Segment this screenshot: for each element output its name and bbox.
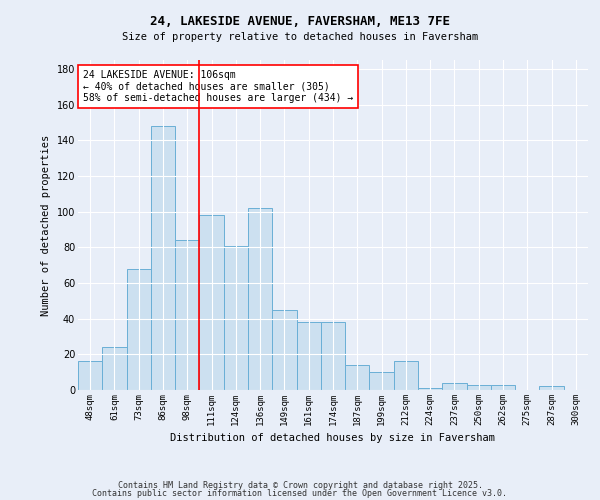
Bar <box>151 126 175 390</box>
Bar <box>127 268 151 390</box>
Bar <box>102 347 127 390</box>
Bar <box>539 386 564 390</box>
Bar <box>272 310 296 390</box>
Bar <box>467 384 491 390</box>
Bar <box>78 362 102 390</box>
Bar <box>370 372 394 390</box>
Bar <box>394 362 418 390</box>
Bar <box>345 365 370 390</box>
Bar <box>418 388 442 390</box>
Bar <box>199 215 224 390</box>
Text: Contains public sector information licensed under the Open Government Licence v3: Contains public sector information licen… <box>92 488 508 498</box>
Bar <box>442 383 467 390</box>
Bar <box>491 384 515 390</box>
Bar <box>248 208 272 390</box>
Text: Size of property relative to detached houses in Faversham: Size of property relative to detached ho… <box>122 32 478 42</box>
Bar <box>321 322 345 390</box>
Bar <box>175 240 199 390</box>
Text: 24, LAKESIDE AVENUE, FAVERSHAM, ME13 7FE: 24, LAKESIDE AVENUE, FAVERSHAM, ME13 7FE <box>150 15 450 28</box>
Text: Contains HM Land Registry data © Crown copyright and database right 2025.: Contains HM Land Registry data © Crown c… <box>118 481 482 490</box>
X-axis label: Distribution of detached houses by size in Faversham: Distribution of detached houses by size … <box>170 434 496 444</box>
Text: 24 LAKESIDE AVENUE: 106sqm
← 40% of detached houses are smaller (305)
58% of sem: 24 LAKESIDE AVENUE: 106sqm ← 40% of deta… <box>83 70 353 103</box>
Y-axis label: Number of detached properties: Number of detached properties <box>41 134 51 316</box>
Bar <box>296 322 321 390</box>
Bar <box>224 246 248 390</box>
